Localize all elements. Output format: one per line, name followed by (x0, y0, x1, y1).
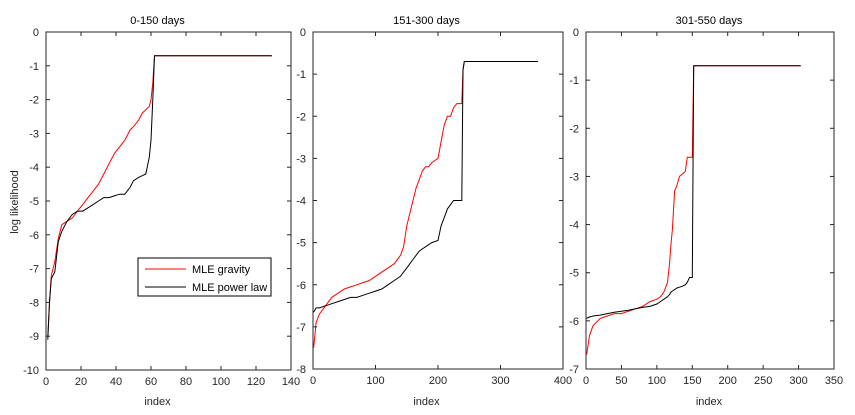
x-tick-label: 150 (683, 375, 701, 387)
y-tick-label: -7 (29, 264, 39, 276)
y-tick-label: -5 (29, 196, 39, 208)
x-tick-label: 300 (491, 375, 509, 387)
y-tick-label: -4 (29, 162, 39, 174)
y-tick-label: -1 (29, 61, 39, 73)
y-tick-label: -8 (296, 364, 306, 376)
x-tick-label: 100 (648, 375, 666, 387)
y-tick-label: 0 (573, 27, 579, 39)
y-tick-label: -6 (569, 316, 579, 328)
x-tick-label: 0 (310, 375, 316, 387)
y-axis-label: log likelihood (9, 170, 21, 234)
x-tick-label: 40 (110, 376, 122, 388)
y-tick-label: -8 (29, 297, 39, 309)
y-tick-label: -5 (569, 268, 579, 280)
legend-label-gravity: MLE gravity (192, 264, 251, 276)
x-axis-label: index (696, 396, 723, 408)
y-tick-label: -10 (23, 365, 39, 377)
y-tick-label: -3 (296, 153, 306, 165)
y-tick-label: -1 (296, 69, 306, 81)
x-tick-label: 80 (180, 376, 192, 388)
y-tick-label: -7 (296, 322, 306, 334)
y-tick-label: -2 (29, 95, 39, 107)
x-tick-label: 0 (43, 376, 49, 388)
panel-0-150-days: 0-150 days index 0 20 40 60 80 100 120 140-10-9… (23, 15, 300, 408)
legend-box (137, 257, 272, 297)
panel-title: 0-150 days (130, 15, 185, 27)
x-tick-label: 100 (366, 375, 384, 387)
series-line-power-law (47, 55, 272, 340)
x-tick-label: 120 (247, 376, 265, 388)
x-tick-label: 250 (754, 375, 772, 387)
series-line-gravity (47, 55, 272, 337)
x-tick-label: 0 (583, 375, 589, 387)
axes-frame (585, 31, 835, 370)
y-tick-label: -7 (569, 364, 579, 376)
series-line-gravity (313, 61, 538, 348)
legend: MLE gravity MLE power law (137, 257, 272, 297)
x-tick-label: 20 (75, 376, 87, 388)
series-line-gravity (586, 65, 801, 355)
y-tick-label: -2 (569, 123, 579, 135)
x-tick-label: 400 (554, 375, 572, 387)
x-axis-label: index (144, 396, 171, 408)
series-line-power-law (586, 65, 801, 319)
y-tick-label: -1 (569, 75, 579, 87)
y-tick-label: -3 (29, 128, 39, 140)
y-tick-label: -4 (569, 220, 579, 232)
panel-151-300-days: 151-300 days index 0 100 200 300 400 -8 -7 -6 -5… (296, 15, 572, 408)
y-tick-label: -2 (296, 111, 306, 123)
axes-frame (45, 31, 292, 371)
x-tick-label: 100 (212, 376, 230, 388)
x-tick-label: 50 (615, 375, 627, 387)
y-tick-label: -3 (569, 171, 579, 183)
x-tick-label: 300 (789, 375, 807, 387)
x-axis-label: index (413, 396, 440, 408)
panel-title: 151-300 days (393, 15, 460, 27)
y-tick-label: 0 (300, 27, 306, 39)
y-tick-label: -5 (296, 238, 306, 250)
x-tick-label: 200 (429, 375, 447, 387)
axes-frame (312, 31, 564, 370)
y-tick-label: -6 (29, 230, 39, 242)
x-tick-label: 60 (145, 376, 157, 388)
y-tick-label: -4 (296, 196, 306, 208)
x-tick-label: 200 (719, 375, 737, 387)
panel-title: 301-550 days (676, 15, 743, 27)
series-line-power-law (313, 61, 538, 313)
x-tick-label: 140 (282, 376, 300, 388)
panel-301-550-days: 301-550 days index 0 50 100 150 200 250 300 350… (569, 15, 843, 408)
x-tick-label: 350 (825, 375, 843, 387)
y-tick-label: 0 (33, 27, 39, 39)
legend-label-power-law: MLE power law (192, 282, 267, 294)
y-tick-label: -9 (29, 331, 39, 343)
y-tick-label: -6 (296, 280, 306, 292)
